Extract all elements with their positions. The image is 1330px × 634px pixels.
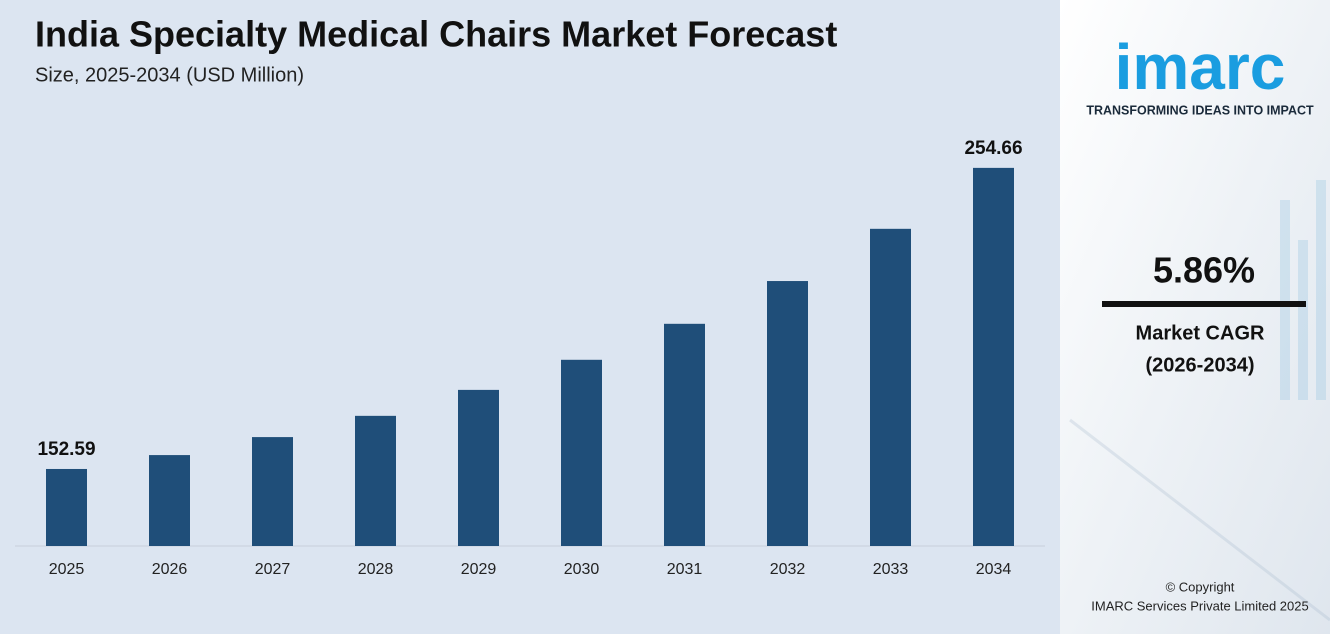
- logo: imarc: [1115, 31, 1286, 103]
- bar: [458, 389, 499, 546]
- divider: [1102, 301, 1306, 307]
- bar: [46, 468, 87, 546]
- copyright: © Copyright: [1166, 579, 1235, 594]
- sidebar-background: [1060, 0, 1330, 634]
- chart-title: India Specialty Medical Chairs Market Fo…: [35, 14, 837, 55]
- x-tick-label: 2029: [461, 561, 497, 578]
- bar: [664, 323, 705, 546]
- x-tick-label: 2034: [976, 561, 1012, 578]
- x-tick-label: 2028: [358, 561, 394, 578]
- chart-subtitle: Size, 2025-2034 (USD Million): [35, 64, 304, 86]
- x-tick-label: 2026: [152, 561, 188, 578]
- cagr-period: (2026-2034): [1146, 354, 1255, 376]
- x-tick-label: 2030: [564, 561, 600, 578]
- bar: [767, 281, 808, 546]
- company: IMARC Services Private Limited 2025: [1091, 598, 1308, 613]
- bar: [973, 167, 1014, 546]
- bar: [355, 415, 396, 546]
- x-tick-label: 2032: [770, 561, 806, 578]
- cagr-label: Market CAGR: [1136, 322, 1265, 344]
- bar: [870, 228, 911, 546]
- data-label: 254.66: [964, 138, 1022, 159]
- x-tick-label: 2031: [667, 561, 703, 578]
- tagline: TRANSFORMING IDEAS INTO IMPACT: [1086, 103, 1314, 117]
- bar: [561, 359, 602, 546]
- cagr-value: 5.86%: [1153, 250, 1255, 291]
- x-tick-label: 2033: [873, 561, 909, 578]
- x-tick-label: 2025: [49, 561, 85, 578]
- sidebar-decoration: [1069, 180, 1330, 622]
- bar: [252, 437, 293, 546]
- x-tick-label: 2027: [255, 561, 291, 578]
- data-label: 152.59: [37, 439, 95, 460]
- bar: [149, 455, 190, 546]
